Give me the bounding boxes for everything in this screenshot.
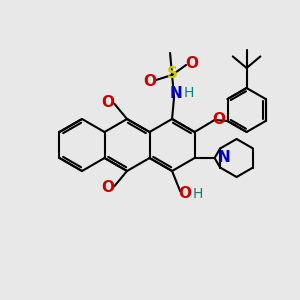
Text: N: N: [218, 149, 230, 164]
Text: S: S: [167, 67, 178, 82]
Text: H: H: [184, 86, 194, 100]
Text: N: N: [170, 85, 182, 100]
Text: O: O: [102, 95, 115, 110]
Text: O: O: [178, 187, 192, 202]
Text: O: O: [186, 56, 199, 71]
Text: O: O: [102, 180, 115, 195]
Text: O: O: [212, 112, 225, 127]
Text: O: O: [144, 74, 157, 88]
Text: H: H: [193, 187, 203, 201]
